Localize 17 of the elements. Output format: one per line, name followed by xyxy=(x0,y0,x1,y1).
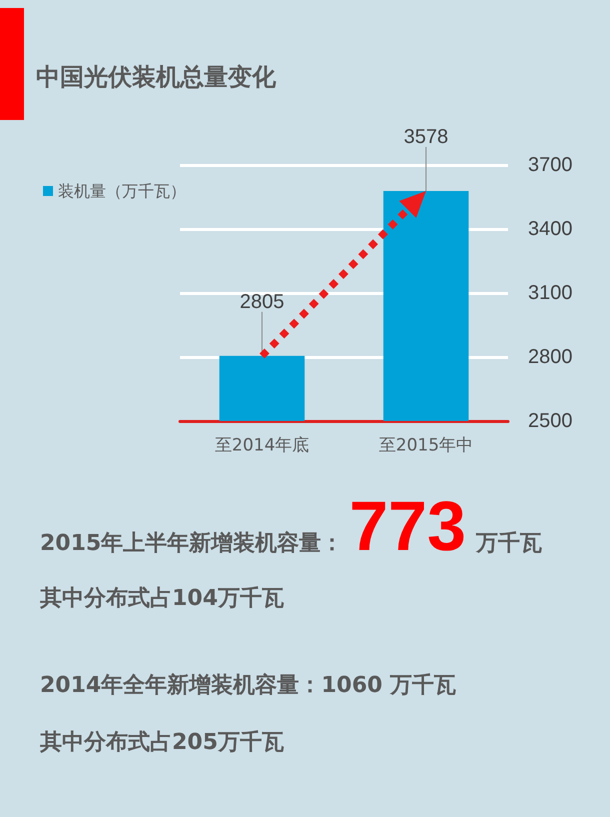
text: 其中分布式占205万千瓦 xyxy=(40,730,284,756)
text: 其中分布式占104万千瓦 xyxy=(40,586,284,612)
y-tick-label: 3700 xyxy=(528,154,572,176)
y-tick-label: 2800 xyxy=(528,346,572,368)
data-label: 3578 xyxy=(404,126,448,148)
text: 2014年全年新增装机容量：1060 万千瓦 xyxy=(40,673,456,699)
chart-title: 中国光伏装机总量变化 xyxy=(36,62,276,92)
y-tick-label: 3100 xyxy=(528,282,572,304)
text: 773 xyxy=(349,487,466,565)
y-tick-label: 3400 xyxy=(528,218,572,240)
x-tick-label: 至2014年底 xyxy=(214,436,310,456)
text: 2015年上半年新增装机容量： xyxy=(40,530,344,558)
y-tick-label: 2500 xyxy=(528,410,572,432)
x-tick-label: 至2015年中 xyxy=(378,436,474,456)
legend-label: 装机量（万千瓦） xyxy=(58,182,186,200)
data-label: 2805 xyxy=(240,290,284,313)
text: 万千瓦 xyxy=(476,530,542,558)
